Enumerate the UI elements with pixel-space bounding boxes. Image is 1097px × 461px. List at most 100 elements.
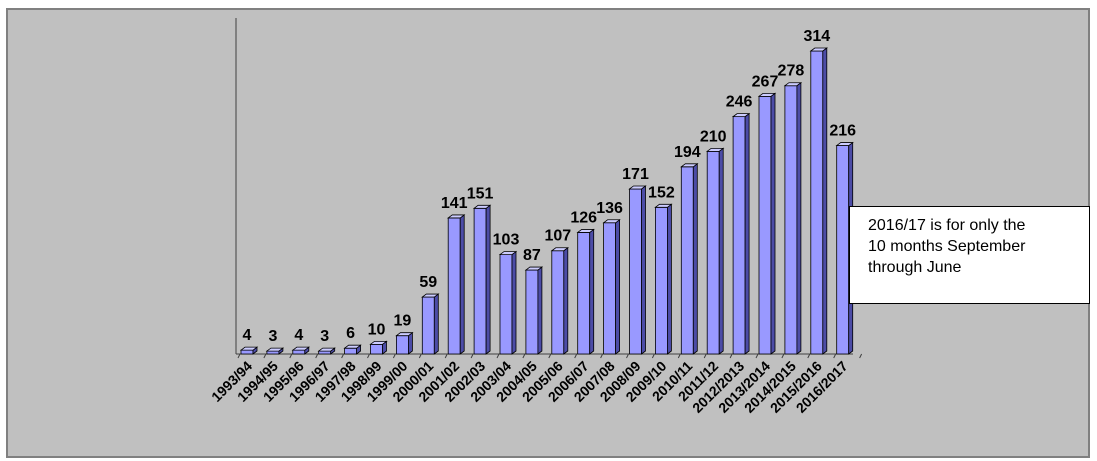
bar-front <box>266 350 280 355</box>
bar-front <box>395 335 409 355</box>
bar-top <box>706 147 725 152</box>
bar-front <box>318 350 332 355</box>
value-labels: 4 3 4 3 6 10195914115110387107126136171152194… <box>243 28 857 345</box>
bar-top <box>317 347 336 352</box>
data-label: 216 <box>829 123 856 140</box>
bar <box>628 185 647 355</box>
x-axis-tick <box>859 353 863 359</box>
bar-side <box>433 293 439 355</box>
x-axis-tick <box>263 353 267 359</box>
bar-top <box>680 163 699 168</box>
bar-front <box>784 85 798 355</box>
bar-side <box>692 162 698 355</box>
x-axis-tick <box>626 353 629 359</box>
bar-side <box>770 92 776 355</box>
data-label: 151 <box>467 185 494 202</box>
x-axis-tick <box>496 353 500 359</box>
bar-side <box>796 81 802 355</box>
bar-side <box>667 203 672 355</box>
bar-top <box>498 251 518 256</box>
x-axis-tick <box>341 353 345 359</box>
data-label: 103 <box>493 232 520 249</box>
bar <box>809 47 828 355</box>
bar-top <box>835 142 854 146</box>
bar <box>317 347 336 355</box>
x-axis-tick <box>574 353 578 359</box>
bar <box>680 162 699 355</box>
annotation-line-1: 2016/17 is for only the <box>868 217 1026 234</box>
bar <box>343 344 362 355</box>
bar-side <box>718 147 724 355</box>
data-label: 194 <box>674 144 701 161</box>
x-axis-tick <box>833 353 837 359</box>
data-label: 152 <box>648 184 675 201</box>
bar-front <box>758 95 772 355</box>
bar <box>524 266 544 355</box>
bar-top <box>576 229 595 233</box>
bar-top <box>628 185 647 190</box>
x-axis-tick <box>548 353 552 359</box>
bar <box>421 293 440 355</box>
x-axis-tick <box>729 353 733 359</box>
bar-top <box>524 266 544 271</box>
data-label: 87 <box>523 247 541 264</box>
bar-top <box>809 47 828 52</box>
data-label: 59 <box>419 274 437 291</box>
data-label: 107 <box>544 228 571 245</box>
x-axis-tick <box>444 353 448 359</box>
bar <box>654 203 673 355</box>
bar-top <box>343 344 362 349</box>
bar <box>239 346 259 355</box>
bar-front <box>473 207 487 355</box>
x-axis-tick <box>289 353 293 359</box>
bar-front <box>603 222 616 355</box>
data-label: 3 <box>320 328 329 345</box>
data-label: 136 <box>596 200 623 217</box>
bar <box>447 214 466 355</box>
bar-side <box>459 214 465 355</box>
bar-front <box>655 206 668 355</box>
bar-side <box>407 331 413 355</box>
annotation-note: 2016/17 is for only the 10 months Septem… <box>849 206 1090 304</box>
data-label: 171 <box>622 166 649 183</box>
bar-front <box>680 166 694 355</box>
bar <box>369 340 388 355</box>
bar <box>783 81 803 355</box>
bar-top <box>447 214 466 219</box>
bar-top <box>550 247 569 252</box>
bar <box>395 331 414 355</box>
data-label: 314 <box>803 28 830 45</box>
bar-top <box>472 204 492 209</box>
x-axis-tick <box>600 353 604 359</box>
data-label: 278 <box>778 63 805 80</box>
bar <box>731 112 751 355</box>
bar-side <box>822 47 828 355</box>
x-axis-tick <box>677 353 681 359</box>
bar <box>550 246 569 355</box>
bar-front <box>344 347 358 355</box>
bar-top <box>602 219 621 224</box>
data-label: 6 <box>346 325 355 342</box>
bar-top <box>369 340 388 345</box>
x-axis-tick <box>418 353 422 359</box>
data-label: 126 <box>570 209 597 226</box>
bar <box>291 346 310 355</box>
bar-front <box>421 296 435 355</box>
bar-side <box>744 112 750 355</box>
bar <box>472 204 492 355</box>
bar-side <box>641 185 646 355</box>
data-label: 10 <box>368 321 386 338</box>
bar-front <box>499 254 513 355</box>
bar-series <box>239 47 854 355</box>
bar-side <box>563 246 569 355</box>
bar-top <box>757 92 777 97</box>
bar-front <box>370 343 383 355</box>
bar-front <box>240 349 254 355</box>
bar-front <box>525 269 539 355</box>
bar-front <box>629 188 642 355</box>
x-axis-tick <box>237 353 241 359</box>
bar-top <box>654 203 673 208</box>
bar-top <box>421 293 440 298</box>
bar-top <box>291 346 310 351</box>
